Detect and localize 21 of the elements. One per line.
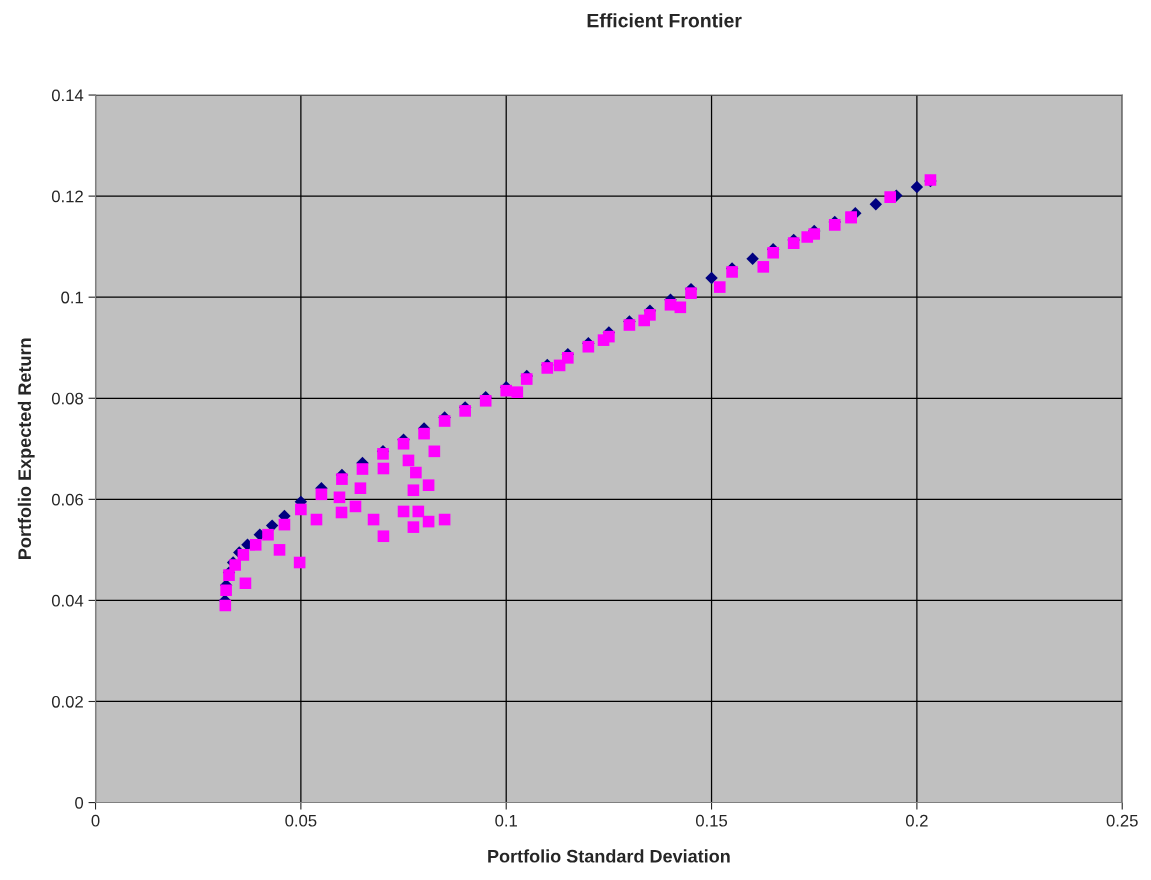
x-tick-label: 0.1 [495,814,517,827]
point [910,180,924,194]
x-tick-label: 0.2 [905,814,928,827]
y-tick-label: 0.12 [51,190,83,203]
y-tick-label: 0.08 [51,392,84,405]
x-axis-title: Portfolio Standard Deviation [488,849,730,863]
point [746,252,759,265]
y-axis-title: Portfolio Expected Return [17,338,35,559]
y-tick-label: 0.06 [51,493,83,506]
x-tick-label: 0.05 [285,814,317,827]
y-tick-label: 0 [75,796,84,809]
x-tick-label: 0.25 [1106,814,1138,827]
y-tick-label: 0.04 [51,594,84,607]
y-tick-label: 0.1 [61,291,83,304]
x-tick-label: 0.15 [695,814,728,827]
chart-title: Efficient Frontier [587,13,742,28]
y-tick-label: 0.14 [51,89,84,102]
x-tick-label: 0 [91,814,100,827]
point [869,197,883,211]
point [705,271,718,285]
y-tick-label: 0.02 [51,695,83,708]
